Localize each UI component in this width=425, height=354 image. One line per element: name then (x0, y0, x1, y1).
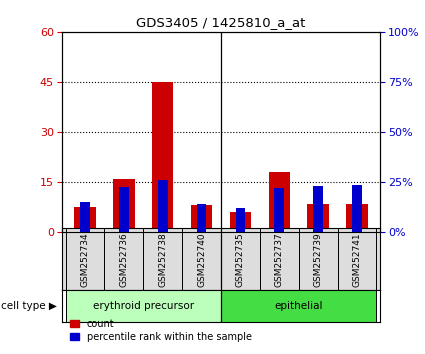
Text: GSM252735: GSM252735 (236, 232, 245, 287)
Bar (352, 185, 362, 232)
Bar (143, 228, 182, 290)
Bar (191, 205, 212, 232)
Bar (299, 228, 337, 290)
Text: GSM252740: GSM252740 (197, 232, 206, 287)
Bar (80, 202, 90, 232)
Text: GSM252736: GSM252736 (119, 232, 128, 287)
Text: erythroid precursor: erythroid precursor (93, 301, 194, 311)
Bar (65, 228, 105, 290)
Bar (221, 228, 260, 290)
Text: cell type ▶: cell type ▶ (2, 301, 57, 311)
Bar (230, 212, 251, 232)
Text: GSM252741: GSM252741 (353, 232, 362, 287)
Text: GSM252734: GSM252734 (80, 232, 89, 287)
Bar (74, 207, 96, 232)
Bar (119, 187, 129, 232)
Bar (269, 172, 290, 232)
Bar (197, 204, 207, 232)
Bar (65, 290, 221, 322)
Text: GSM252737: GSM252737 (275, 232, 284, 287)
Legend: count, percentile rank within the sample: count, percentile rank within the sample (66, 315, 256, 346)
Bar (158, 180, 167, 232)
Bar (113, 178, 134, 232)
Bar (275, 188, 284, 232)
Bar (308, 204, 329, 232)
Bar (182, 228, 221, 290)
Bar (260, 228, 299, 290)
Text: GSM252738: GSM252738 (158, 232, 167, 287)
Bar (105, 228, 143, 290)
Text: GSM252739: GSM252739 (314, 232, 323, 287)
Bar (313, 186, 323, 232)
Bar (346, 204, 368, 232)
Bar (337, 228, 377, 290)
Title: GDS3405 / 1425810_a_at: GDS3405 / 1425810_a_at (136, 16, 306, 29)
Bar (235, 208, 245, 232)
Bar (152, 82, 173, 232)
Bar (221, 290, 377, 322)
Text: epithelial: epithelial (275, 301, 323, 311)
